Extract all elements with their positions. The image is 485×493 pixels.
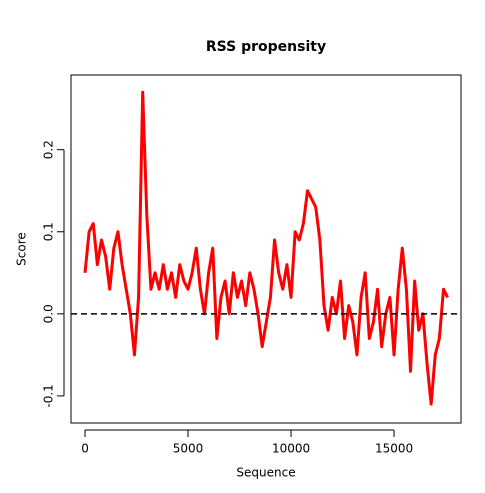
- y-tick-label: 0.2: [42, 140, 56, 159]
- y-tick-label: -0.1: [42, 384, 56, 407]
- x-axis-label: Sequence: [236, 466, 295, 480]
- plot-frame: [70, 74, 462, 424]
- y-tick-label: 0.1: [42, 222, 56, 241]
- x-tick-label: 15000: [375, 442, 413, 456]
- x-tick-label: 0: [81, 442, 89, 456]
- x-tick-label: 10000: [272, 442, 310, 456]
- y-tick-label: 0.0: [42, 304, 56, 323]
- x-tick-label: 5000: [173, 442, 204, 456]
- chart-title: RSS propensity: [206, 39, 326, 55]
- data-line: [83, 90, 449, 406]
- y-axis-label: Score: [15, 232, 29, 266]
